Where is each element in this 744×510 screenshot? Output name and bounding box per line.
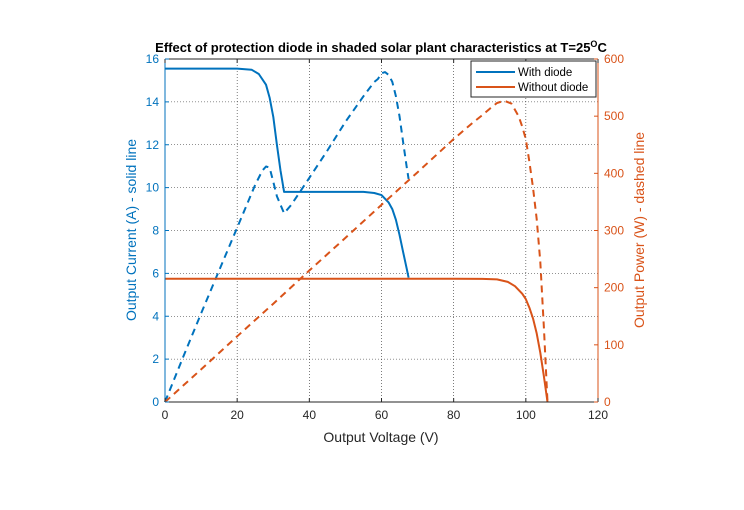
x-tick-label-40: 40 (303, 408, 317, 422)
series-line-without-diode (165, 277, 549, 403)
y-left-tick-label-12: 12 (146, 138, 160, 152)
y-left-tick-label-6: 6 (152, 266, 159, 280)
x-axis-label: Output Voltage (V) (323, 429, 438, 445)
y-left-tick-label-16: 16 (146, 52, 160, 66)
legend: With diode Without diode (470, 60, 597, 98)
chart-title-main: Effect of protection diode in shaded sol… (155, 40, 590, 55)
series-line-with-diode-power (164, 71, 410, 403)
tick-labels: 0 20 40 60 80 100 1200246810121416010020030040… (146, 52, 625, 422)
axes (164, 58, 599, 403)
legend-box (470, 60, 597, 98)
y-right-tick-label-100: 100 (604, 338, 624, 352)
legend-label-with-diode: With diode (518, 67, 572, 79)
chart-title-superscript: O (590, 39, 597, 49)
x-tick-label-0: 0 (162, 408, 169, 422)
y-right-tick-label-400: 400 (604, 166, 624, 180)
x-tick-label-80: 80 (447, 408, 461, 422)
series-line-without-diode-power (164, 99, 549, 403)
chart-title: Effect of protection diode in shaded sol… (155, 39, 607, 55)
x-tick-label-120: 120 (588, 408, 608, 422)
y-left-tick-label-2: 2 (152, 352, 159, 366)
y-right-tick-label-600: 600 (604, 52, 624, 66)
series-layer (164, 67, 549, 403)
y-right-tick-label-300: 300 (604, 224, 624, 238)
y-left-tick-label-4: 4 (152, 309, 159, 323)
legend-label-without-diode: Without diode (518, 82, 588, 94)
y-left-tick-label-0: 0 (152, 395, 159, 409)
y-right-tick-label-200: 200 (604, 281, 624, 295)
grid (165, 59, 598, 402)
chart-title-suffix: C (597, 40, 607, 55)
y-axis-left-label: Output Current (A) - solid line (123, 139, 139, 321)
y-right-tick-label-0: 0 (604, 395, 611, 409)
series-line-with-diode (165, 67, 410, 278)
x-tick-label-100: 100 (516, 408, 536, 422)
y-left-tick-label-8: 8 (152, 224, 159, 238)
x-tick-label-60: 60 (375, 408, 389, 422)
y-left-tick-label-14: 14 (146, 95, 160, 109)
y-right-tick-label-500: 500 (604, 109, 624, 123)
x-tick-label-20: 20 (230, 408, 244, 422)
y-axis-right-label: Output Power (W) - dashed line (631, 132, 647, 328)
y-left-tick-label-10: 10 (146, 181, 160, 195)
